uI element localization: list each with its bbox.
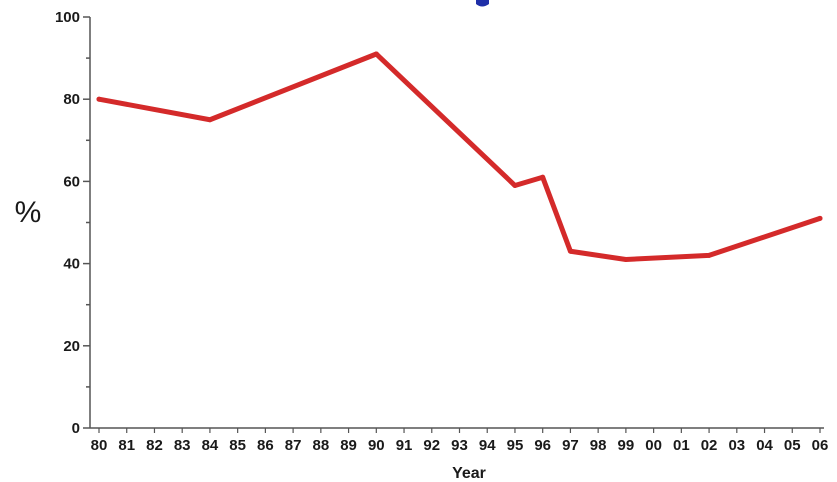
x-tick-label: 98 xyxy=(590,437,607,454)
data-point xyxy=(96,96,102,102)
data-point xyxy=(373,51,379,57)
x-tick-label: 89 xyxy=(340,437,357,454)
y-tick-label: 20 xyxy=(63,338,80,355)
x-tick-label: 05 xyxy=(784,437,801,454)
x-tick-label: 95 xyxy=(507,437,524,454)
x-tick-label: 02 xyxy=(701,437,718,454)
y-axis-title: % xyxy=(15,196,42,229)
x-tick-label: 83 xyxy=(174,437,191,454)
y-tick-label: 60 xyxy=(63,173,80,190)
data-point xyxy=(623,256,629,262)
x-tick-label: 91 xyxy=(396,437,413,454)
x-tick-label: 81 xyxy=(118,437,135,454)
data-point xyxy=(207,117,213,123)
y-tick-label: 0 xyxy=(72,420,80,437)
x-tick-label: 06 xyxy=(812,437,829,454)
x-tick-label: 87 xyxy=(285,437,302,454)
y-tick-label: 100 xyxy=(55,9,80,26)
x-tick-label: 03 xyxy=(728,437,745,454)
x-tick-label: 97 xyxy=(562,437,579,454)
x-tick-label: 88 xyxy=(313,437,330,454)
x-tick-label: 80 xyxy=(91,437,108,454)
x-tick-label: 94 xyxy=(479,437,496,454)
data-point xyxy=(540,174,546,180)
axes xyxy=(89,17,824,429)
data-point xyxy=(817,215,823,221)
series-line xyxy=(96,51,823,262)
x-tick-label: 85 xyxy=(229,437,246,454)
series-group xyxy=(96,51,823,262)
data-point xyxy=(567,248,573,254)
x-tick-label: 82 xyxy=(146,437,163,454)
x-tick-label: 01 xyxy=(673,437,690,454)
y-tick-label: 80 xyxy=(63,91,80,108)
data-point xyxy=(512,183,518,189)
x-axis-ticks xyxy=(98,428,821,433)
x-tick-label: 86 xyxy=(257,437,274,454)
x-tick-label: 90 xyxy=(368,437,385,454)
data-point xyxy=(706,252,712,258)
y-tick-label: 40 xyxy=(63,256,80,273)
x-tick-label: 92 xyxy=(423,437,440,454)
x-tick-label: 93 xyxy=(451,437,468,454)
x-tick-label: 96 xyxy=(534,437,551,454)
x-tick-label: 99 xyxy=(618,437,635,454)
x-axis-title: Year xyxy=(452,465,486,482)
x-axis-tick-labels: 80 81 82 83 84 85 86 87 88 89 90 91 92 93 94 95 96 97 98 99… xyxy=(91,437,829,454)
y-axis-ticks xyxy=(83,16,90,429)
chart-title-fragment xyxy=(476,0,489,7)
x-tick-label: 84 xyxy=(202,437,219,454)
y-axis-tick-labels: 0 20 40 60 80 100 xyxy=(55,9,80,437)
x-tick-label: 00 xyxy=(645,437,662,454)
x-tick-label: 04 xyxy=(756,437,773,454)
